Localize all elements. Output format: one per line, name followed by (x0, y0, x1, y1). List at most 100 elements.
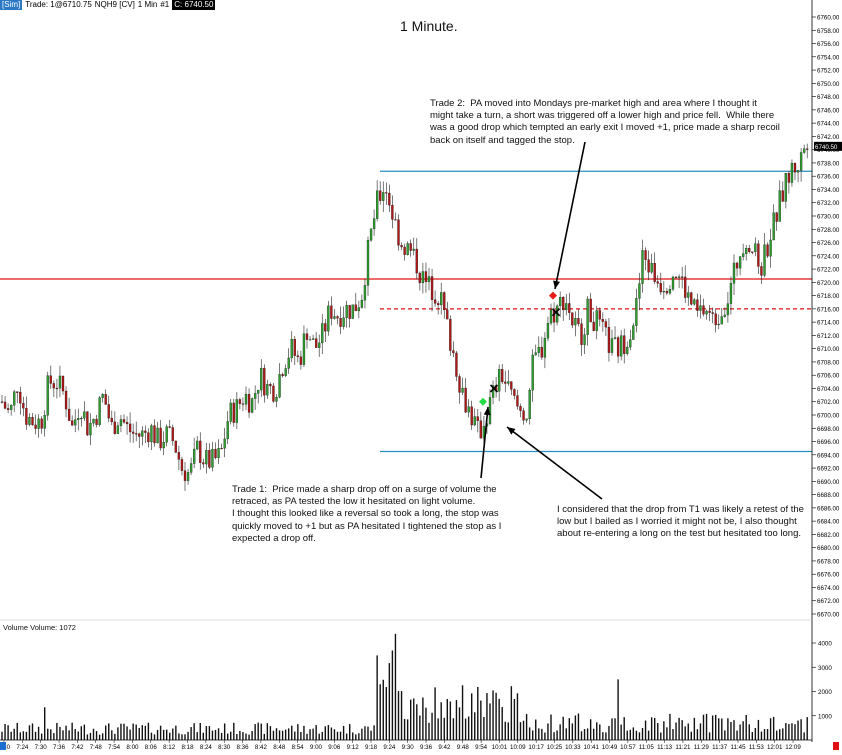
candle-body (13, 391, 16, 406)
candle (720, 308, 723, 325)
candle (220, 443, 223, 450)
candle (491, 380, 495, 405)
volume-bar (150, 732, 153, 740)
instrument-label[interactable]: NQH9 [CV] (94, 0, 135, 9)
volume-bar (403, 718, 406, 740)
candle-body (781, 190, 784, 202)
candle-body (186, 472, 190, 481)
price-tick-label: 6678.00 (817, 558, 840, 565)
time-tick-label: 7:42 (71, 744, 84, 750)
volume-bar (260, 723, 262, 740)
volume-bar (437, 718, 439, 740)
volume-bar (525, 714, 528, 740)
candle-body (397, 219, 400, 246)
candle (674, 276, 678, 280)
candle (260, 359, 263, 397)
candle-body (302, 333, 306, 365)
volume-bar (718, 718, 720, 740)
time-tick-label: 10:49 (602, 744, 618, 750)
volume-bar (361, 728, 363, 740)
candle-body (61, 375, 65, 392)
candle-body (388, 192, 391, 206)
volume-bar (288, 728, 290, 740)
volume-bar (779, 729, 781, 740)
candle (159, 420, 162, 451)
volume-bar (513, 698, 516, 740)
volume-bar (333, 729, 336, 740)
candle (696, 293, 699, 317)
candle-body (674, 276, 678, 278)
candle (345, 300, 348, 328)
candle-body (787, 173, 791, 183)
volume-bar (397, 691, 400, 740)
exit-note-arrow (506, 426, 603, 500)
candle (138, 432, 141, 449)
volume-bar (684, 726, 686, 740)
candle-body (507, 381, 510, 384)
price-tick-label: 6700.00 (817, 413, 840, 420)
volume-bar (425, 707, 427, 740)
volume-bar (477, 686, 479, 740)
price-tick-label: 6694.00 (817, 452, 840, 459)
candle-body (244, 394, 248, 405)
volume-bar (446, 698, 448, 740)
price-tick-label: 6706.00 (817, 373, 840, 380)
candle (61, 375, 65, 395)
candle (113, 411, 116, 435)
candle (360, 294, 364, 309)
candle (86, 411, 89, 437)
candle (388, 184, 391, 212)
candle (595, 306, 598, 340)
candle-body (333, 316, 336, 319)
candle-body (748, 248, 751, 252)
candle (620, 330, 623, 361)
candle-body (662, 290, 665, 293)
candle-body (534, 352, 537, 356)
candle (446, 301, 449, 320)
candle (577, 309, 580, 327)
volume-bar (248, 734, 250, 740)
candle-body (92, 418, 95, 424)
candles (0, 143, 809, 491)
sim-badge[interactable]: [Sim] (0, 0, 23, 10)
candle (275, 394, 278, 408)
candle-body (644, 250, 647, 260)
volume-bar (208, 726, 211, 740)
candle (653, 252, 656, 284)
interval-label[interactable]: 1 Min (137, 0, 158, 9)
volume-bar (291, 725, 293, 740)
volume-bar (68, 730, 70, 740)
candle-body (98, 397, 101, 425)
candle-body (150, 425, 153, 443)
volume-bar (504, 721, 506, 740)
volume-bar (434, 687, 436, 740)
candle-body (519, 406, 522, 411)
candle (250, 397, 254, 414)
candle (208, 443, 211, 469)
candle (324, 318, 327, 343)
candle (748, 244, 751, 254)
volume-bar (47, 728, 49, 740)
volume-bar (172, 728, 174, 740)
candle (735, 261, 739, 277)
candle (95, 414, 98, 428)
candle (52, 380, 55, 397)
candle-body (281, 374, 284, 376)
volume-bar (669, 713, 671, 740)
volume-bar (105, 725, 107, 740)
candle (226, 411, 229, 445)
price-tick-label: 6732.00 (817, 200, 840, 207)
volume-bar (266, 723, 269, 740)
price-tick-label: 6752.00 (817, 68, 840, 75)
volume-bar (724, 730, 726, 740)
volume-bar (111, 730, 113, 740)
candle (98, 396, 101, 427)
chart-toolbar: [Sim] Trade: 1@6710.75 NQH9 [CV] 1 Min #… (0, 0, 216, 10)
candle (333, 308, 336, 320)
candle (470, 400, 473, 430)
candle-body (784, 173, 787, 202)
candle (461, 377, 464, 396)
volume-bar (71, 722, 73, 740)
